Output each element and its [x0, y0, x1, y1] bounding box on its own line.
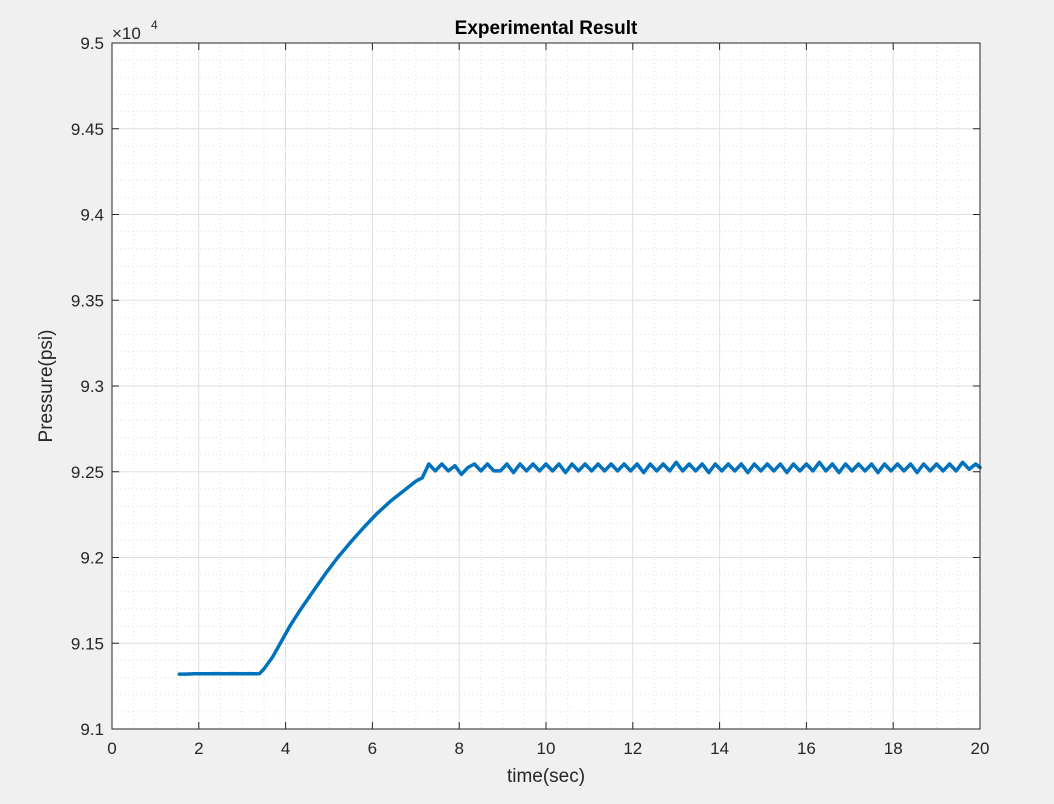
x-axis-label: time(sec) [507, 766, 585, 787]
x-axis: 0 2 4 6 8 10 12 14 16 18 20 [107, 43, 989, 758]
minor-grid [112, 43, 980, 729]
x-tick-label: 16 [797, 739, 816, 758]
x-tick-label: 4 [281, 739, 290, 758]
x-tick-label: 2 [194, 739, 203, 758]
y-tick-label: 9.35 [71, 291, 104, 310]
y-tick-label: 9.15 [71, 634, 104, 653]
y-tick-label: 9.4 [80, 206, 104, 225]
y-tick-label: 9.5 [80, 34, 104, 53]
y-axis-label: Pressure(psi) [36, 330, 57, 443]
x-tick-label: 18 [884, 739, 903, 758]
series-line [177, 460, 982, 676]
y-tick-label: 9.25 [71, 463, 104, 482]
y-scale-exponent-base: ×10 [112, 24, 141, 43]
y-tick-label: 9.2 [80, 549, 104, 568]
x-tick-label: 8 [454, 739, 463, 758]
x-tick-label: 6 [368, 739, 377, 758]
data-series [177, 460, 982, 676]
chart-title: Experimental Result [455, 18, 638, 39]
y-axis: 9.1 9.15 9.2 9.25 9.3 9.35 9.4 9.45 9.5 [71, 34, 980, 739]
x-tick-label: 10 [537, 739, 556, 758]
y-tick-label: 9.45 [71, 120, 104, 139]
x-tick-label: 12 [623, 739, 642, 758]
y-tick-label: 9.3 [80, 377, 104, 396]
x-tick-label: 0 [107, 739, 116, 758]
x-tick-label: 20 [971, 739, 990, 758]
y-tick-label: 9.1 [80, 720, 104, 739]
x-tick-label: 14 [710, 739, 729, 758]
y-scale-exponent-power: 4 [151, 18, 158, 32]
